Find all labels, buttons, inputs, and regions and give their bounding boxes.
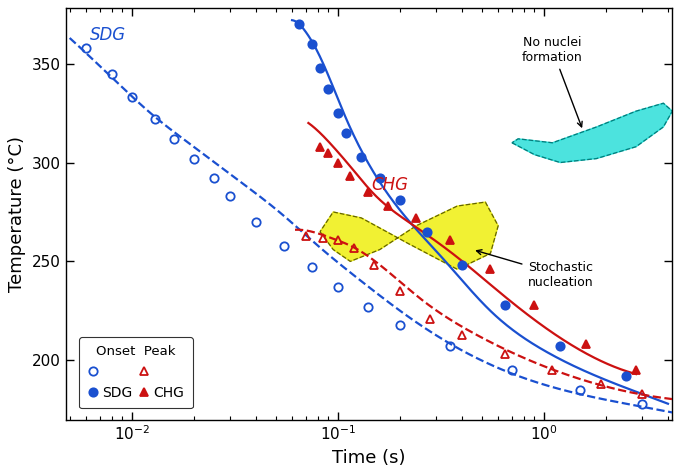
Text: SDG: SDG bbox=[90, 26, 126, 44]
Text: CHG: CHG bbox=[371, 176, 408, 194]
Legend: , SDG, , CHG: , SDG, , CHG bbox=[79, 337, 192, 408]
Text: No nuclei
formation: No nuclei formation bbox=[522, 36, 583, 127]
Text: Stochastic
nucleation: Stochastic nucleation bbox=[477, 250, 593, 289]
Polygon shape bbox=[320, 202, 498, 269]
Y-axis label: Temperature (°C): Temperature (°C) bbox=[8, 136, 27, 292]
X-axis label: Time (s): Time (s) bbox=[332, 449, 405, 466]
Polygon shape bbox=[512, 103, 673, 162]
